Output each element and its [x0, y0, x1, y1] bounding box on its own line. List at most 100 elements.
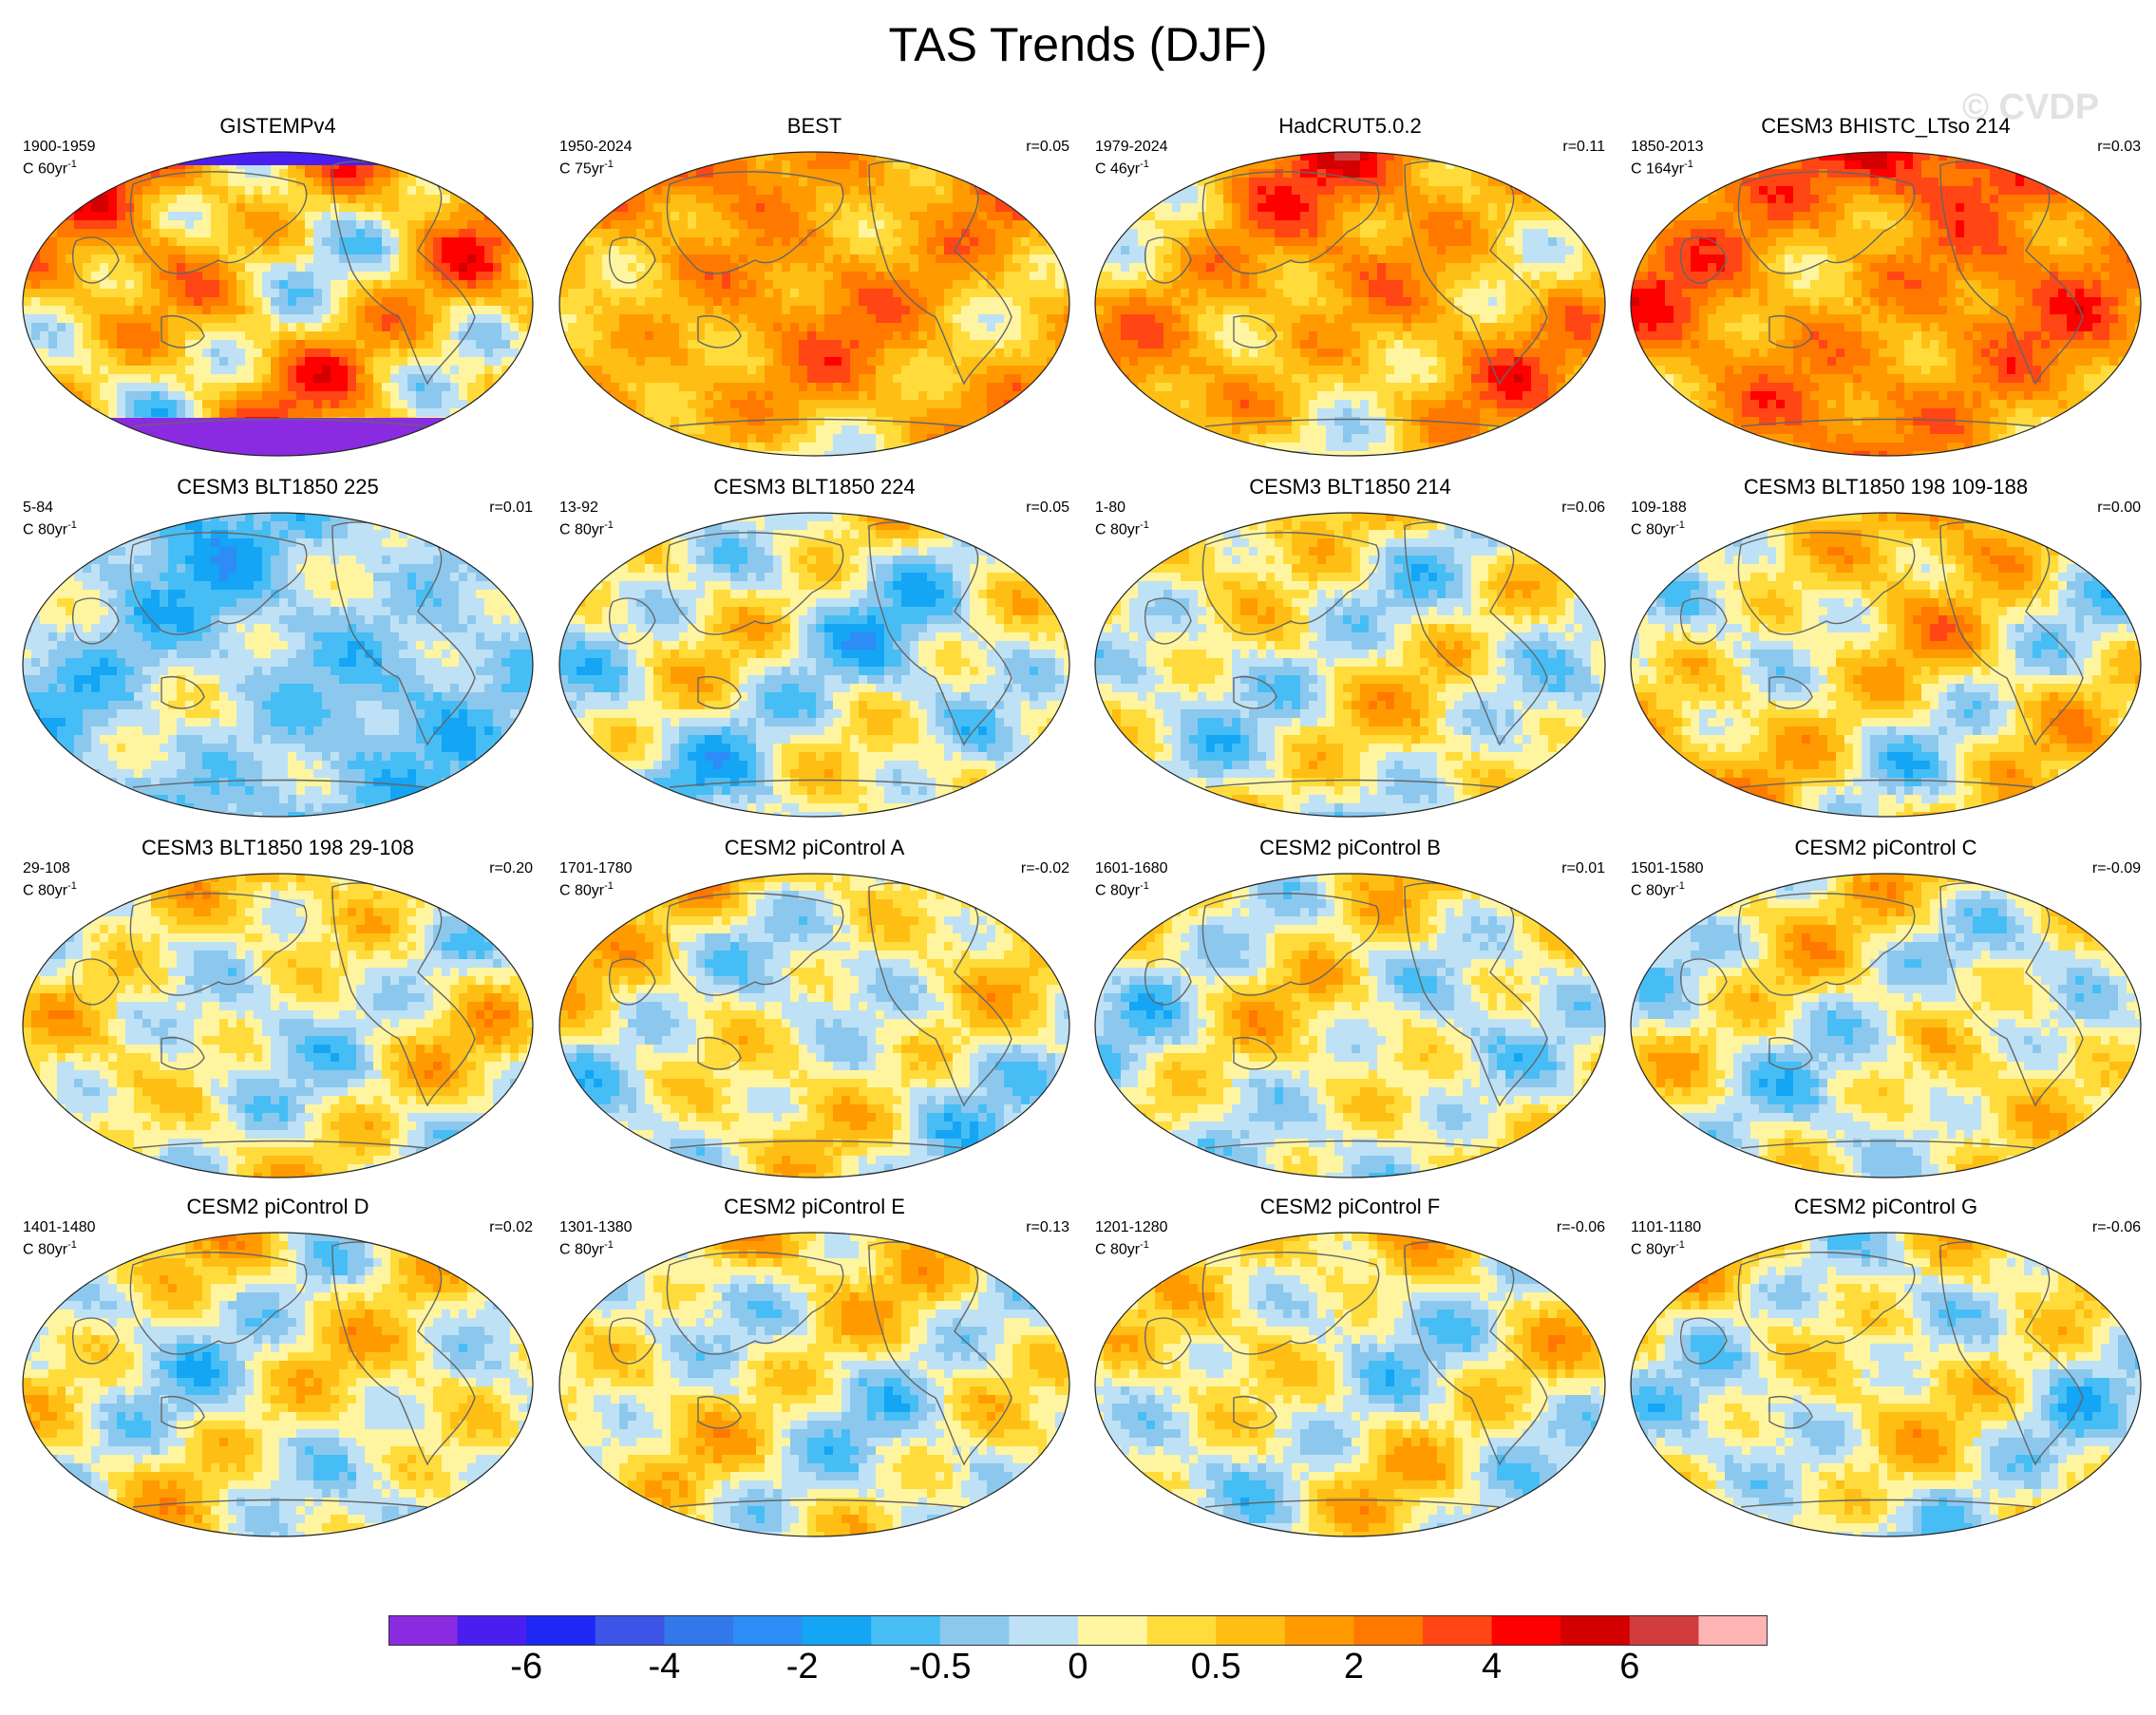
panel-period: 1101-1180	[1631, 1219, 1701, 1236]
coastline	[132, 779, 428, 788]
coastline	[129, 532, 308, 635]
coastline	[1737, 171, 1916, 274]
coastline	[697, 1037, 742, 1070]
map-field	[1631, 1233, 2141, 1536]
panel-units: C 80yr-1	[559, 1236, 614, 1258]
colorbar-tick-label: 0.5	[1191, 1647, 1241, 1687]
trend-map	[1094, 1232, 1606, 1537]
map-border	[1094, 512, 1606, 818]
map-border	[1630, 1232, 2142, 1537]
panel-period: 5-84	[23, 499, 53, 517]
panel-title: CESM2 piControl F	[1082, 1195, 1618, 1219]
colorbar-swatch	[802, 1615, 872, 1646]
panel-units: C 46yr-1	[1095, 156, 1149, 178]
panel-units: C 80yr-1	[23, 517, 77, 538]
coastline	[666, 1252, 844, 1355]
map-panel: CESM2 piControl E 1301-1380 C 80yr-1 r=0.13	[546, 1195, 1083, 1548]
map-panel: CESM2 piControl G 1101-1180 C 80yr-1 r=-0.0…	[1617, 1195, 2154, 1548]
colorbar-tick-label: 6	[1619, 1647, 1639, 1687]
map-field	[1095, 152, 1605, 456]
colorbar-tick-labels: -6 -4 -2 -0.5 0 0.5 2 4 6	[0, 1647, 2156, 1694]
trend-map	[1630, 151, 2142, 457]
coastline	[697, 676, 742, 709]
map-border	[1094, 873, 1606, 1178]
trend-map	[22, 1232, 534, 1537]
coastline	[1204, 1498, 1501, 1508]
trend-map	[1094, 151, 1606, 457]
panel-units: C 164yr-1	[1631, 156, 1693, 178]
coastline	[1204, 779, 1501, 788]
map-panel: HadCRUT5.0.2 1979-2024 C 46yr-1 r=0.11	[1082, 114, 1618, 467]
colorbar-swatch	[1423, 1615, 1493, 1646]
coastline	[669, 1140, 965, 1149]
panel-title: HadCRUT5.0.2	[1082, 114, 1618, 139]
panel-units: C 80yr-1	[1631, 877, 1685, 899]
map-panel: CESM3 BLT1850 198 29-108 29-108 C 80yr-1 r=…	[9, 836, 546, 1189]
panel-title: CESM3 BLT1850 224	[546, 475, 1083, 499]
colorbar-swatch	[1216, 1615, 1286, 1646]
coastline	[669, 1498, 965, 1508]
colorbar-tick-label: -6	[510, 1647, 542, 1687]
coastline	[609, 597, 656, 645]
colorbar	[388, 1615, 1768, 1646]
trend-map	[1630, 1232, 2142, 1537]
panel-period: 1979-2024	[1095, 139, 1168, 156]
coastline	[1768, 676, 1813, 709]
panel-period: 1201-1280	[1095, 1219, 1168, 1236]
map-border	[558, 1232, 1070, 1537]
panel-period: 1601-1680	[1095, 860, 1168, 877]
coastline	[1740, 1498, 2036, 1508]
map-panel: CESM3 BLT1850 198 109-188 109-188 C 80yr-1…	[1617, 475, 2154, 828]
map-panel: CESM2 piControl A 1701-1780 C 80yr-1 r=-0.0…	[546, 836, 1083, 1189]
coastline	[72, 1317, 120, 1365]
panel-title: BEST	[546, 114, 1083, 139]
panel-period: 1301-1380	[559, 1219, 633, 1236]
trend-map	[558, 873, 1070, 1178]
coastline	[129, 171, 308, 274]
coastline	[666, 893, 844, 996]
map-panel: BEST 1950-2024 C 75yr-1 r=0.05	[546, 114, 1083, 467]
colorbar-swatch	[1146, 1615, 1217, 1646]
panel-period: 1950-2024	[559, 139, 633, 156]
coastline	[1740, 418, 2036, 427]
colorbar-swatch	[1491, 1615, 1561, 1646]
coastline	[161, 676, 205, 709]
trend-map	[558, 512, 1070, 818]
panel-period: 1900-1959	[23, 139, 96, 156]
colorbar-tick-label: -4	[648, 1647, 680, 1687]
coastline	[1233, 315, 1277, 349]
map-field	[23, 1233, 533, 1536]
coastline	[132, 418, 428, 427]
map-field	[1095, 874, 1605, 1178]
map-panel: CESM2 piControl D 1401-1480 C 80yr-1 r=0.02	[9, 1195, 546, 1548]
antarctic-band	[23, 418, 533, 456]
map-field	[23, 874, 533, 1178]
panel-title: GISTEMPv4	[9, 114, 546, 139]
coastline	[669, 418, 965, 427]
colorbar-swatch	[1078, 1615, 1148, 1646]
panel-units: C 80yr-1	[559, 517, 614, 538]
panel-units: C 80yr-1	[1631, 517, 1685, 538]
trend-map	[558, 151, 1070, 457]
panel-correlation: r=0.02	[489, 1219, 533, 1236]
map-field	[559, 1233, 1069, 1536]
colorbar-swatch	[871, 1615, 941, 1646]
coastline	[72, 597, 120, 645]
panel-period: 1401-1480	[23, 1219, 96, 1236]
panel-title: CESM3 BHISTC_LTso 214	[1617, 114, 2154, 139]
map-field	[1631, 874, 2141, 1178]
map-field	[1631, 152, 2141, 456]
colorbar-tick-label: -2	[786, 1647, 819, 1687]
colorbar-swatch	[1353, 1615, 1424, 1646]
colorbar-swatch	[733, 1615, 804, 1646]
coastline	[1201, 171, 1380, 274]
map-border	[558, 873, 1070, 1178]
panel-correlation: r=0.01	[1561, 860, 1605, 877]
panel-title: CESM3 BLT1850 198 109-188	[1617, 475, 2154, 499]
colorbar-swatch	[1560, 1615, 1631, 1646]
coastline	[1204, 1140, 1501, 1149]
map-field	[23, 513, 533, 817]
coastline	[1144, 958, 1192, 1006]
map-field	[1095, 1233, 1605, 1536]
coastline	[1201, 893, 1380, 996]
